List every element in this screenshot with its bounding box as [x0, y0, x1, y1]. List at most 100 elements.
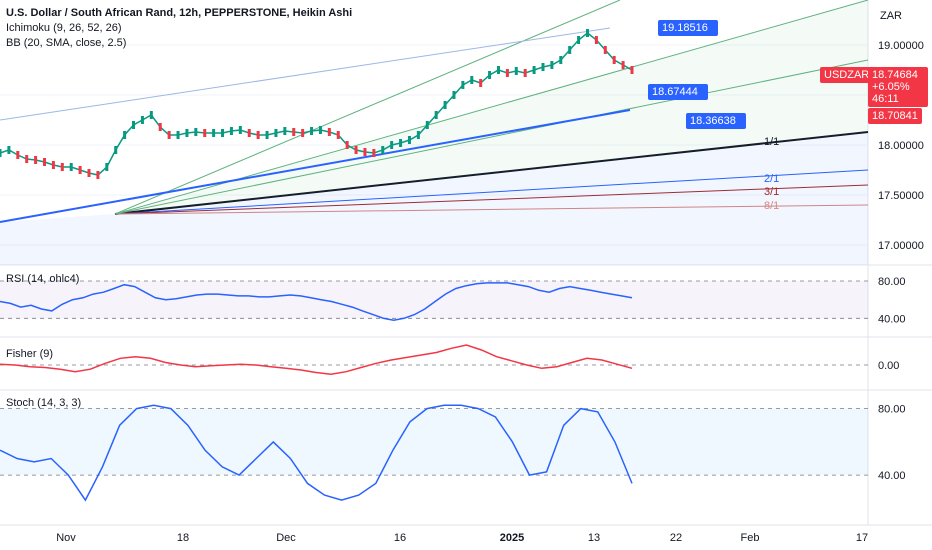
callout-lower[interactable]: 18.36638 [686, 113, 746, 129]
fan-line-6 [114, 59, 869, 215]
fan-label-2-1: 2/1 [764, 173, 780, 185]
price-candle [354, 146, 358, 154]
price-candle [203, 129, 207, 137]
rsi-pane [0, 280, 868, 321]
rsi-band [0, 281, 868, 319]
stoch-band [0, 408, 868, 476]
price-candle [51, 161, 55, 169]
price-candle [363, 148, 367, 156]
x-tick-label: 22 [670, 532, 682, 544]
price-candle [69, 163, 73, 171]
x-tick-label: 17 [856, 532, 868, 544]
stoch-tick-label: 40.00 [878, 470, 906, 482]
currency-label[interactable]: ZAR [880, 10, 902, 22]
price-candle [7, 146, 11, 154]
price-candle [345, 141, 349, 149]
price-candle [532, 66, 536, 74]
price-candle [105, 163, 109, 171]
price-candle [390, 141, 394, 149]
fan-fill-upper [115, 0, 868, 214]
stoch-line [0, 404, 633, 502]
price-candle [301, 129, 305, 137]
fan-label-3-1: 3/1 [764, 186, 780, 198]
price-candle [585, 29, 589, 37]
price-candle [292, 128, 296, 136]
price-tick-label: 17.50000 [878, 190, 924, 202]
price-candle [452, 91, 456, 99]
fisher-tick-label: 0.00 [878, 360, 899, 372]
rsi-tick-label: 80.00 [878, 276, 906, 288]
price-candle [229, 127, 233, 135]
price-candle [399, 139, 403, 147]
price-candle [381, 146, 385, 154]
price-line [0, 32, 633, 176]
x-tick-label: 18 [177, 532, 189, 544]
price-candle [78, 166, 82, 174]
price-candle [34, 156, 38, 164]
price-tick-label: 18.00000 [878, 140, 924, 152]
price-candle [0, 149, 2, 157]
fan-line-1 [114, 169, 869, 215]
last-price-tag: 18.74684 +6.05% 46:11 [868, 67, 928, 107]
price-candle [425, 121, 429, 129]
price-candle [43, 158, 47, 166]
price-candle [16, 151, 20, 159]
price-candle [568, 46, 572, 54]
stoch-pane [0, 404, 868, 502]
price-candle [140, 116, 144, 124]
price-candle [550, 61, 554, 69]
price-candle [96, 171, 100, 179]
x-tick-label: Dec [276, 532, 296, 544]
callout-middle[interactable]: 18.67444 [648, 84, 708, 100]
price-candle [407, 136, 411, 144]
price-candle [559, 56, 563, 64]
price-tick-label: 17.00000 [878, 240, 924, 252]
rsi-tick-label: 40.00 [878, 313, 906, 325]
price-candle [247, 129, 251, 137]
price-candle [123, 131, 127, 139]
price-candle [176, 131, 180, 139]
price-candle [577, 36, 581, 44]
price-candle [523, 69, 527, 77]
fisher-label[interactable]: Fisher (9) [6, 348, 54, 360]
price-candle [25, 155, 29, 163]
fan-line-3 [114, 204, 869, 215]
price-candle [488, 71, 492, 79]
rsi-line [0, 282, 633, 321]
fisher-pane [0, 344, 868, 375]
callout-upper[interactable]: 19.18516 [658, 20, 718, 36]
legend-bb[interactable]: BB (20, SMA, close, 2.5) [6, 37, 127, 49]
price-candle [318, 126, 322, 134]
price-candle [60, 163, 64, 171]
price-candle [541, 63, 545, 71]
price-candle [167, 131, 171, 139]
price-pane [0, 0, 869, 265]
stoch-tick-label: 80.00 [878, 404, 906, 416]
price-candle [630, 66, 634, 74]
price-candle [479, 79, 483, 87]
stoch-label[interactable]: Stoch (14, 3, 3) [6, 397, 82, 409]
price-candle [212, 129, 216, 137]
price-candle [434, 111, 438, 119]
price-candle [612, 56, 616, 64]
x-tick-label: 16 [394, 532, 406, 544]
legend-ichimoku[interactable]: Ichimoku (9, 26, 52, 26) [6, 22, 122, 34]
price-candle [470, 76, 474, 84]
fisher-line [0, 344, 633, 375]
price-candle [283, 127, 287, 135]
legend: U.S. Dollar / South African Rand, 12h, P… [6, 6, 352, 51]
countdown: 46:11 [872, 93, 899, 105]
change-pct: +6.05% [872, 81, 910, 93]
fan-line-0 [114, 131, 869, 215]
x-tick-label: Nov [56, 532, 76, 544]
price-candle [87, 169, 91, 177]
price-candle [274, 129, 278, 137]
rsi-label[interactable]: RSI (14, ohlc4) [6, 273, 80, 285]
symbol-tag: USDZAR [820, 67, 874, 83]
x-tick-label: 13 [588, 532, 600, 544]
price-candle [336, 131, 340, 139]
price-candle [505, 69, 509, 77]
price-candle [158, 123, 162, 131]
price-candle [194, 128, 198, 136]
